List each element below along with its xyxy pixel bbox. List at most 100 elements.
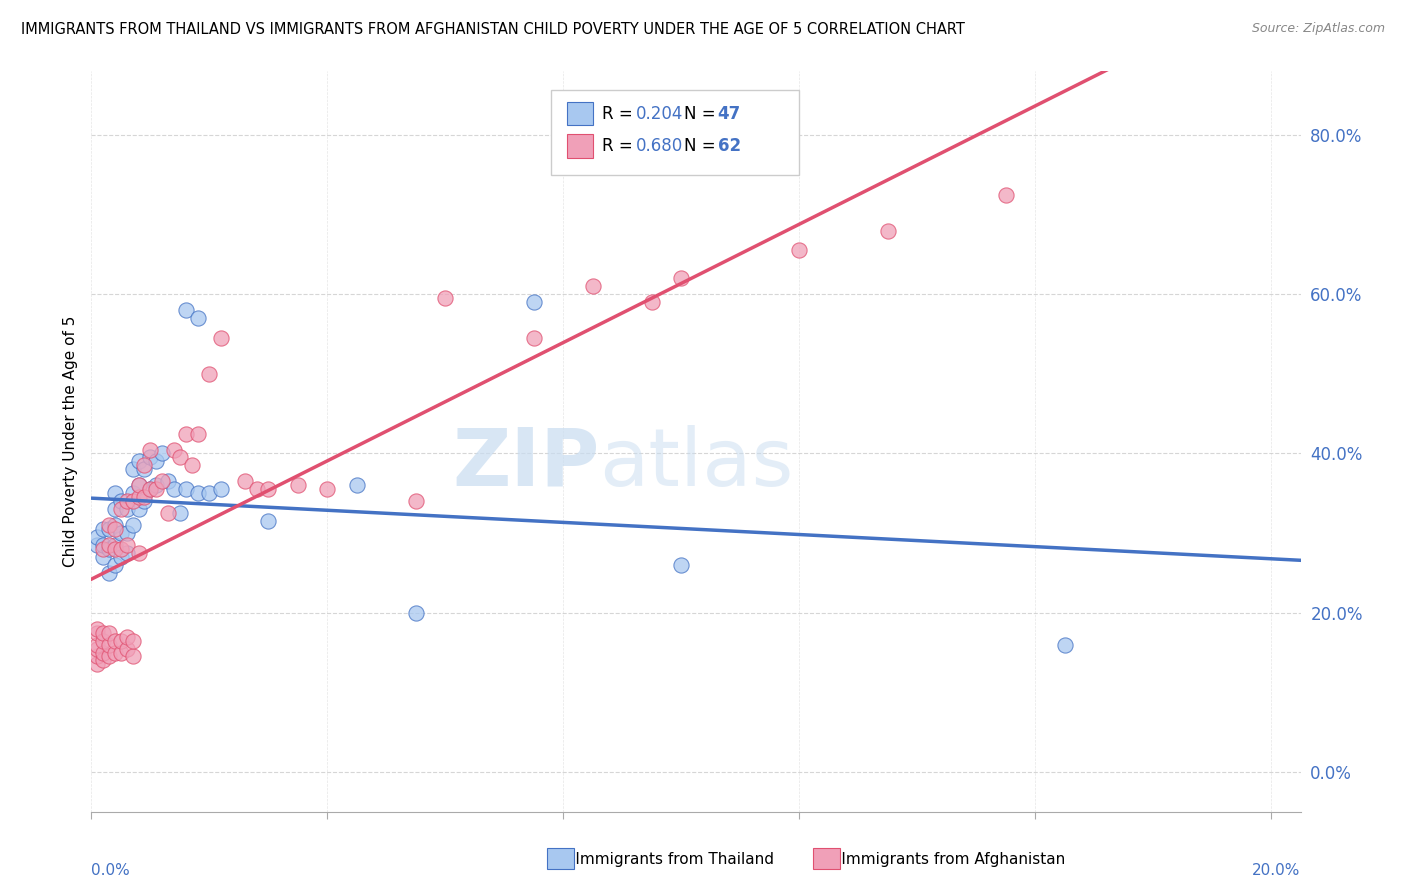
Point	[157, 475, 180, 489]
Point	[876, 223, 898, 237]
Point	[98, 638, 121, 652]
Point	[316, 483, 339, 497]
Bar	[547, 848, 574, 869]
Point	[91, 653, 114, 667]
Point	[86, 638, 108, 652]
Point	[128, 478, 150, 492]
Point	[104, 633, 127, 648]
Point	[104, 486, 127, 500]
Point	[104, 558, 127, 572]
Point	[174, 483, 197, 497]
Point	[98, 566, 121, 580]
Point	[86, 538, 108, 552]
Point	[91, 538, 114, 552]
Point	[91, 625, 114, 640]
Point	[405, 606, 427, 620]
Point	[1053, 638, 1076, 652]
Point	[671, 558, 693, 572]
Point	[91, 646, 114, 660]
Point	[86, 649, 108, 664]
Text: 0.204: 0.204	[636, 104, 683, 122]
Point	[110, 549, 132, 564]
Point	[115, 538, 138, 552]
Point	[787, 244, 810, 258]
Point	[198, 486, 221, 500]
Bar	[567, 135, 593, 158]
Point	[174, 426, 197, 441]
Point	[98, 538, 121, 552]
Point	[110, 646, 132, 660]
Point	[128, 546, 150, 560]
Point	[121, 494, 143, 508]
Point	[150, 475, 173, 489]
Text: 0.0%: 0.0%	[91, 863, 131, 879]
Text: Immigrants from Thailand: Immigrants from Thailand	[551, 853, 773, 867]
Point	[145, 478, 167, 492]
Point	[121, 486, 143, 500]
Point	[110, 494, 132, 508]
Point	[104, 502, 127, 516]
Point	[98, 625, 121, 640]
Point	[110, 541, 132, 556]
Bar	[567, 102, 593, 126]
Point	[157, 506, 180, 520]
Point	[98, 518, 121, 533]
Text: atlas: atlas	[599, 425, 793, 503]
Y-axis label: Child Poverty Under the Age of 5: Child Poverty Under the Age of 5	[62, 316, 77, 567]
Point	[163, 483, 186, 497]
Point	[104, 518, 127, 533]
Text: ZIP: ZIP	[451, 425, 599, 503]
Point	[86, 622, 108, 636]
Point	[180, 458, 202, 473]
Point	[110, 633, 132, 648]
Point	[257, 483, 280, 497]
Point	[405, 494, 427, 508]
Point	[671, 271, 693, 285]
Text: IMMIGRANTS FROM THAILAND VS IMMIGRANTS FROM AFGHANISTAN CHILD POVERTY UNDER THE : IMMIGRANTS FROM THAILAND VS IMMIGRANTS F…	[21, 22, 965, 37]
Text: R =: R =	[602, 104, 638, 122]
Point	[198, 367, 221, 381]
Point	[115, 494, 138, 508]
Point	[134, 462, 156, 476]
Point	[187, 486, 209, 500]
Point	[139, 483, 162, 497]
Point	[86, 641, 108, 656]
Text: 0.680: 0.680	[636, 137, 683, 155]
Point	[134, 490, 156, 504]
Point	[145, 454, 167, 468]
Text: 62: 62	[717, 137, 741, 155]
Text: N =: N =	[683, 104, 721, 122]
Point	[523, 295, 546, 310]
Point	[104, 522, 127, 536]
Point	[115, 526, 138, 541]
Point	[115, 630, 138, 644]
Point	[115, 546, 138, 560]
Point	[86, 625, 108, 640]
Text: 20.0%: 20.0%	[1253, 863, 1301, 879]
Point	[582, 279, 605, 293]
Point	[641, 295, 664, 310]
Point	[128, 502, 150, 516]
Point	[187, 311, 209, 326]
Point	[128, 478, 150, 492]
Point	[233, 475, 256, 489]
Point	[169, 450, 191, 465]
Point	[257, 514, 280, 528]
Point	[169, 506, 191, 520]
Point	[150, 446, 173, 460]
Point	[145, 483, 167, 497]
Point	[121, 518, 143, 533]
Text: Source: ZipAtlas.com: Source: ZipAtlas.com	[1251, 22, 1385, 36]
Point	[523, 331, 546, 345]
Text: 47: 47	[717, 104, 741, 122]
Point	[346, 478, 368, 492]
Point	[139, 450, 162, 465]
Point	[994, 187, 1017, 202]
Bar	[813, 848, 839, 869]
Point	[121, 633, 143, 648]
Point	[86, 657, 108, 672]
Point	[287, 478, 309, 492]
Point	[121, 462, 143, 476]
Point	[86, 530, 108, 544]
Point	[98, 541, 121, 556]
